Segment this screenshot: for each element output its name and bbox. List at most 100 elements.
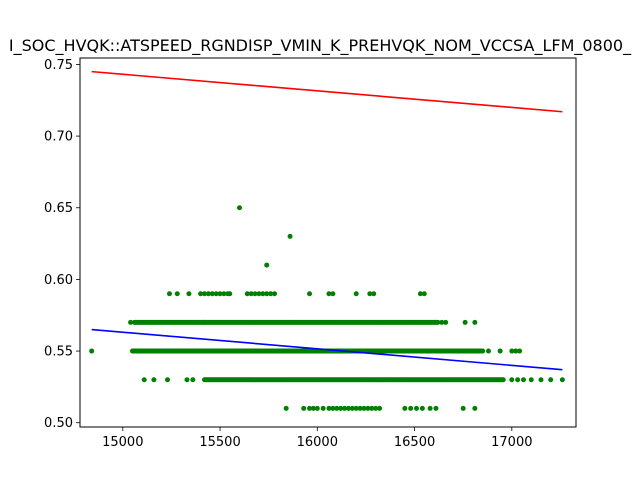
data-point xyxy=(326,405,332,411)
data-point xyxy=(301,405,307,411)
upper-line xyxy=(91,70,563,113)
data-point xyxy=(264,262,270,268)
data-point xyxy=(338,405,344,411)
data-point xyxy=(151,377,157,383)
data-point xyxy=(419,405,425,411)
data-point xyxy=(349,405,355,411)
x-tick-label: 16500 xyxy=(394,435,435,450)
data-point xyxy=(209,291,215,297)
data-point xyxy=(427,405,433,411)
data-point xyxy=(190,377,196,383)
data-point xyxy=(264,291,270,297)
data-point xyxy=(166,291,172,297)
fit-line xyxy=(91,328,563,371)
data-point xyxy=(361,405,367,411)
data-point xyxy=(330,405,336,411)
data-point xyxy=(520,377,526,383)
data-point xyxy=(433,405,439,411)
data-point xyxy=(342,405,348,411)
data-point xyxy=(500,377,506,383)
x-axis: 15000 15500 16000 16500 17000 xyxy=(102,427,532,450)
data-point xyxy=(184,377,190,383)
data-point xyxy=(369,405,375,411)
data-point xyxy=(287,233,293,239)
data-point xyxy=(205,291,211,297)
data-point xyxy=(472,405,478,411)
data-point xyxy=(367,291,373,297)
y-tick-label: 0.75 xyxy=(44,58,73,73)
data-point xyxy=(353,405,359,411)
data-point xyxy=(357,405,363,411)
data-point xyxy=(480,348,486,354)
data-point xyxy=(435,319,441,325)
data-point xyxy=(377,405,383,411)
data-point xyxy=(260,291,266,297)
data-point xyxy=(334,405,340,411)
y-tick-label: 0.65 xyxy=(44,201,73,216)
chart-title: I_SOC_HVQK::ATSPEED_RGNDISP_VMIN_K_PREHV… xyxy=(9,36,632,56)
data-point xyxy=(240,348,246,354)
y-tick-label: 0.55 xyxy=(44,345,73,360)
data-point xyxy=(244,291,250,297)
data-point xyxy=(497,348,503,354)
data-point xyxy=(272,291,278,297)
y-tick-label: 0.70 xyxy=(44,130,73,145)
plot-frame xyxy=(79,57,577,428)
data-point xyxy=(408,405,414,411)
data-point xyxy=(365,405,371,411)
data-point xyxy=(559,377,565,383)
data-point xyxy=(353,291,359,297)
data-point xyxy=(345,405,351,411)
data-point xyxy=(141,377,147,383)
data-point xyxy=(538,377,544,383)
x-tick-label: 15000 xyxy=(102,435,143,450)
data-point xyxy=(128,319,134,325)
data-point xyxy=(307,405,313,411)
data-point xyxy=(371,291,377,297)
data-point xyxy=(528,377,534,383)
x-tick-label: 16000 xyxy=(297,435,338,450)
data-point xyxy=(237,205,242,211)
data-point xyxy=(307,291,313,297)
trend-lines xyxy=(91,70,563,371)
x-tick-label: 17000 xyxy=(491,435,532,450)
data-point xyxy=(252,291,258,297)
data-point xyxy=(462,319,468,325)
data-point xyxy=(443,319,449,325)
data-point xyxy=(227,291,233,297)
data-point xyxy=(194,348,200,354)
data-point xyxy=(201,319,207,325)
data-point xyxy=(165,377,171,383)
data-point xyxy=(515,377,521,383)
data-point xyxy=(256,291,262,297)
data-point xyxy=(221,291,227,297)
data-point xyxy=(330,291,336,297)
data-point xyxy=(314,405,320,411)
y-axis: 0.50 0.55 0.60 0.65 0.70 0.75 xyxy=(44,58,80,431)
data-point xyxy=(283,405,289,411)
data-point xyxy=(310,405,316,411)
data-point xyxy=(373,405,379,411)
data-point xyxy=(174,291,180,297)
data-point xyxy=(439,319,445,325)
data-point xyxy=(460,405,466,411)
data-point xyxy=(217,291,223,297)
data-point xyxy=(417,291,423,297)
data-point xyxy=(201,291,207,297)
y-tick-label: 0.60 xyxy=(44,273,73,288)
data-point xyxy=(268,291,274,297)
data-point xyxy=(248,291,254,297)
data-point xyxy=(509,348,515,354)
data-point xyxy=(548,377,554,383)
data-point xyxy=(320,405,326,411)
data-point xyxy=(472,319,478,325)
data-point xyxy=(421,291,427,297)
data-point xyxy=(509,377,515,383)
data-point xyxy=(89,348,95,354)
data-point xyxy=(485,348,491,354)
data-point xyxy=(517,348,523,354)
data-point xyxy=(513,348,519,354)
data-point xyxy=(326,291,332,297)
